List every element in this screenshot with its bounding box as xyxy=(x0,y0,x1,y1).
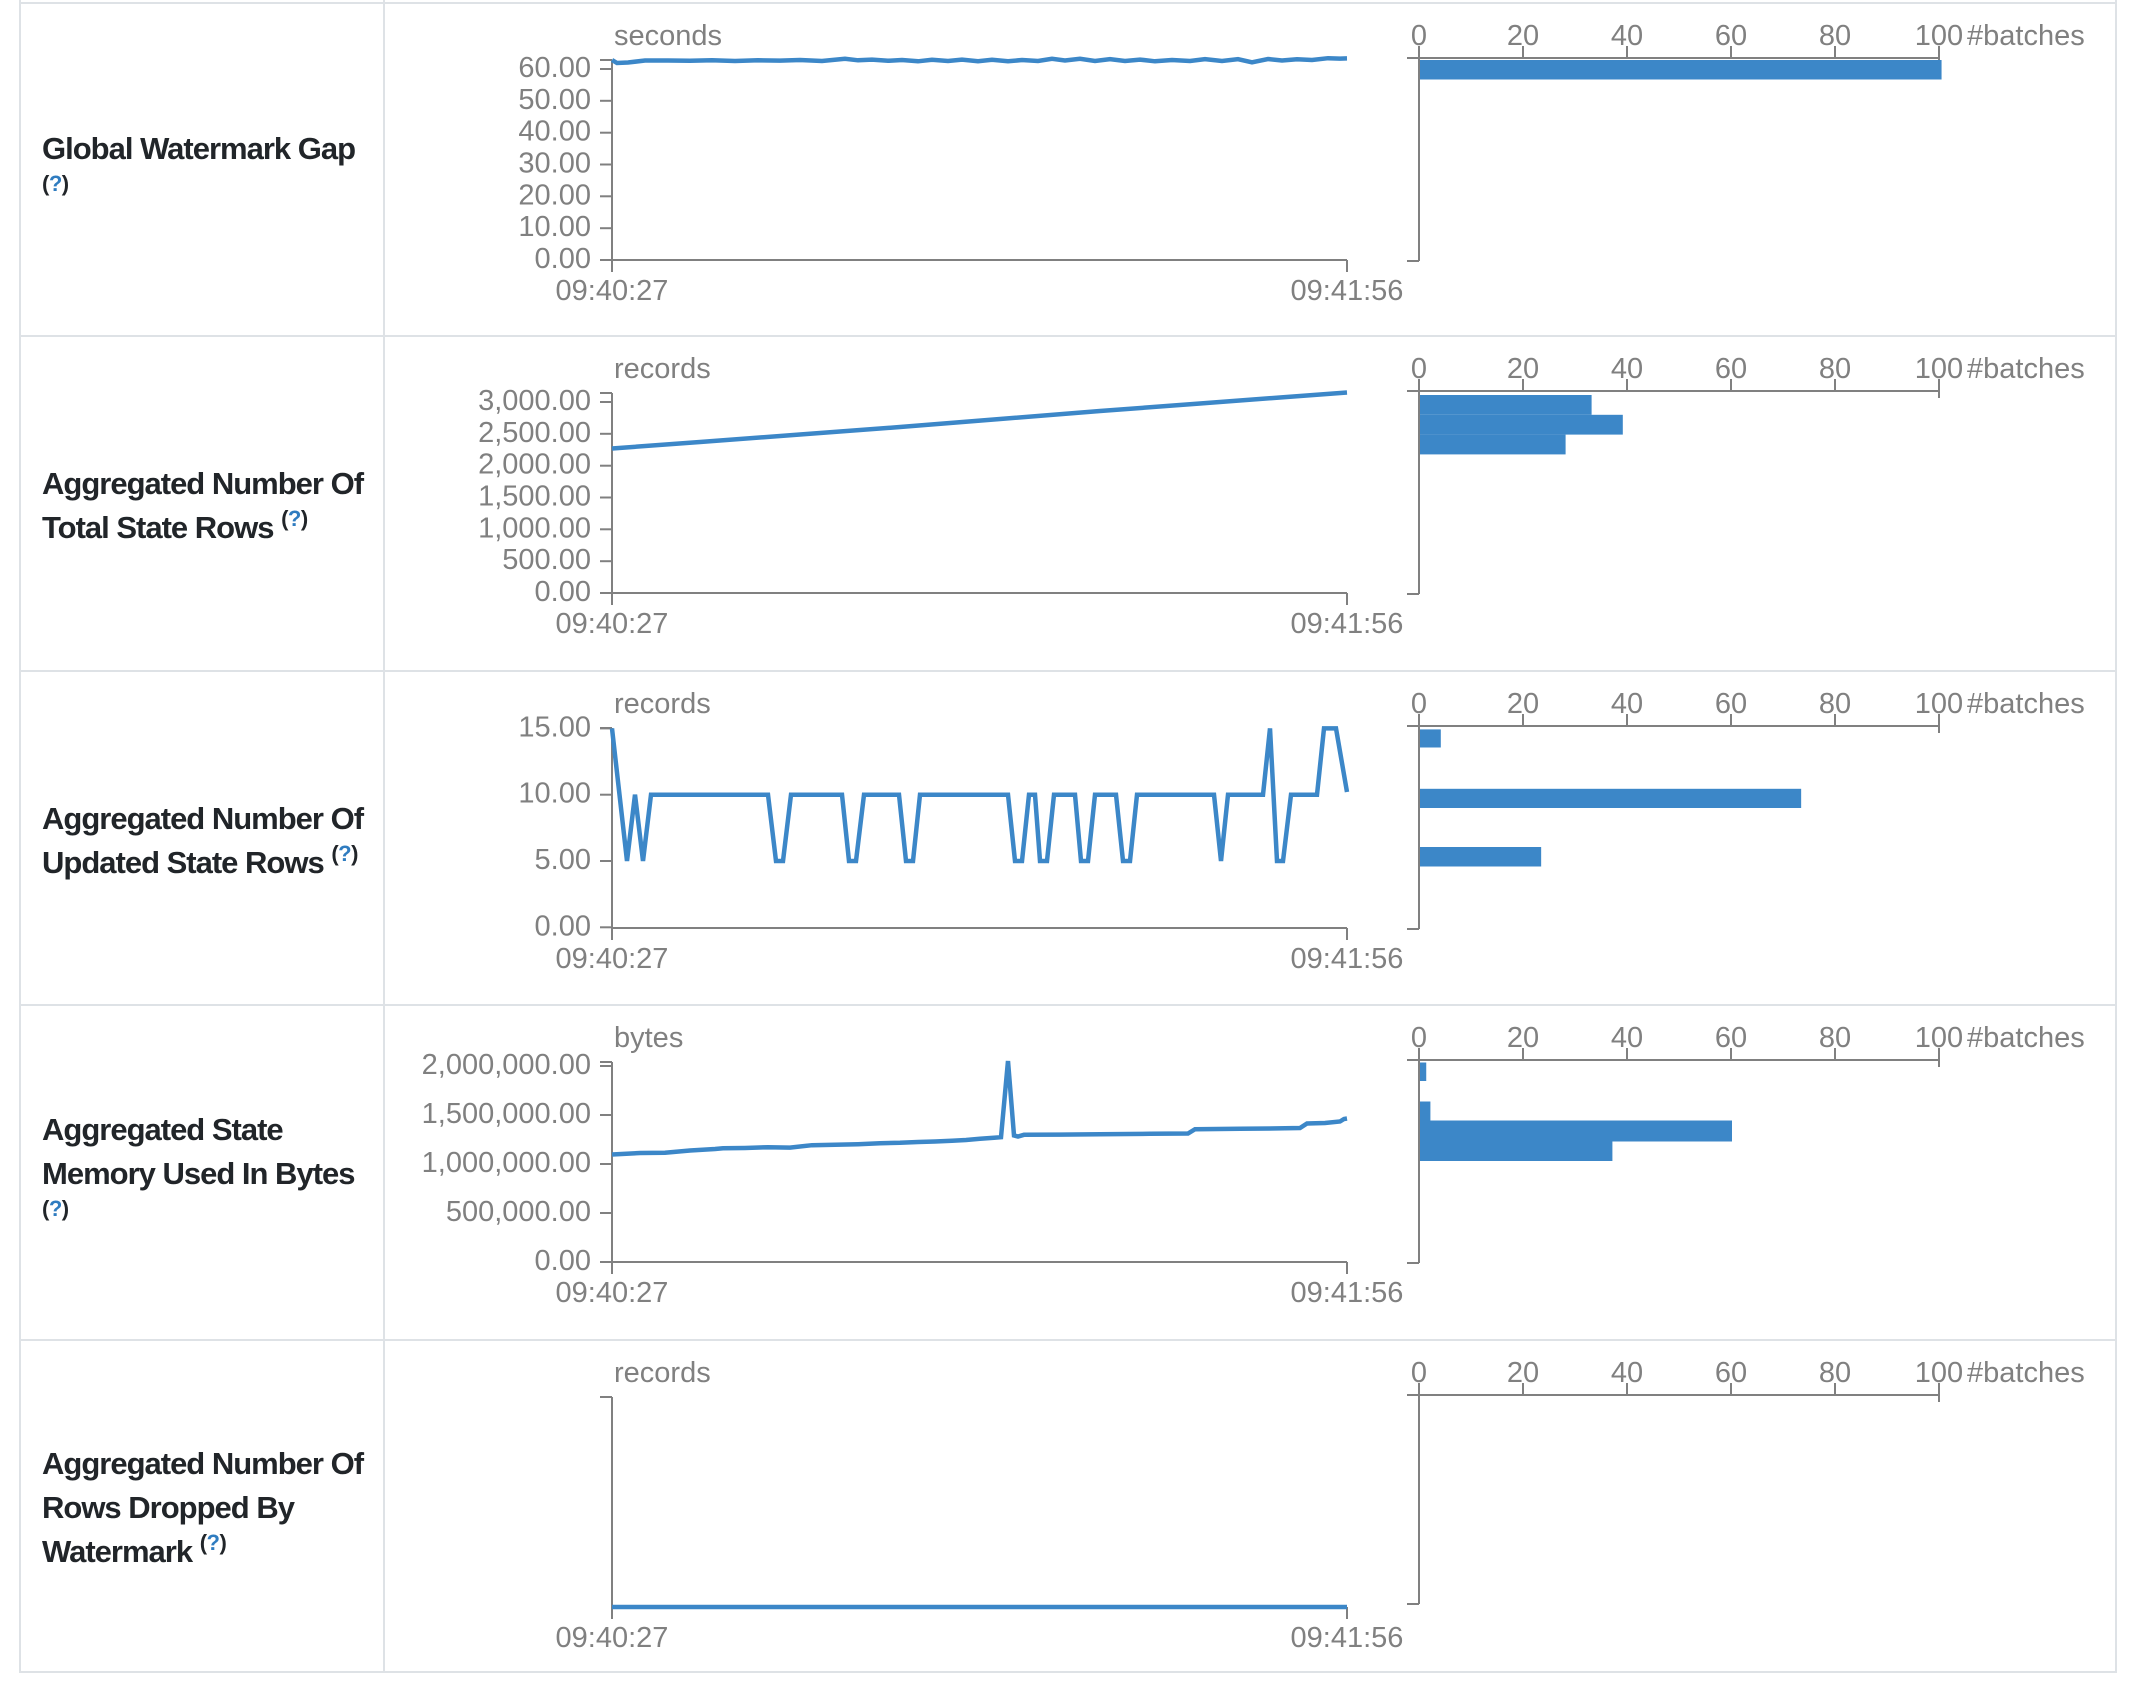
svg-text:#batches: #batches xyxy=(1967,1357,2085,1389)
svg-text:1,000,000.00: 1,000,000.00 xyxy=(422,1147,591,1179)
svg-text:09:40:27: 09:40:27 xyxy=(556,1277,669,1309)
svg-text:3,000.00: 3,000.00 xyxy=(478,385,591,417)
svg-text:80: 80 xyxy=(1819,353,1851,385)
svg-text:100: 100 xyxy=(1915,353,1963,385)
svg-text:0: 0 xyxy=(1411,353,1427,385)
svg-text:20: 20 xyxy=(1507,353,1539,385)
svg-text:60: 60 xyxy=(1715,1357,1747,1389)
svg-text:09:40:27: 09:40:27 xyxy=(556,943,669,975)
svg-text:09:41:56: 09:41:56 xyxy=(1291,1277,1404,1309)
svg-text:2,500.00: 2,500.00 xyxy=(478,417,591,449)
svg-text:40: 40 xyxy=(1611,688,1643,720)
svg-text:80: 80 xyxy=(1819,1357,1851,1389)
svg-text:40: 40 xyxy=(1611,353,1643,385)
svg-text:20: 20 xyxy=(1507,1022,1539,1054)
svg-text:40: 40 xyxy=(1611,20,1643,52)
svg-text:09:40:27: 09:40:27 xyxy=(556,1622,669,1654)
svg-text:0.00: 0.00 xyxy=(535,1245,591,1277)
svg-text:records: records xyxy=(614,688,711,720)
svg-text:records: records xyxy=(614,1357,711,1389)
svg-text:bytes: bytes xyxy=(614,1022,683,1054)
svg-text:500,000.00: 500,000.00 xyxy=(446,1196,591,1228)
svg-text:10.00: 10.00 xyxy=(518,778,591,810)
svg-text:20: 20 xyxy=(1507,20,1539,52)
svg-text:100: 100 xyxy=(1915,688,1963,720)
svg-text:50.00: 50.00 xyxy=(518,84,591,116)
svg-text:0.00: 0.00 xyxy=(535,243,591,275)
svg-text:60.00: 60.00 xyxy=(518,52,591,84)
svg-text:80: 80 xyxy=(1819,1022,1851,1054)
svg-text:2,000,000.00: 2,000,000.00 xyxy=(422,1049,591,1081)
svg-text:80: 80 xyxy=(1819,688,1851,720)
svg-text:seconds: seconds xyxy=(614,20,722,52)
svg-text:20: 20 xyxy=(1507,688,1539,720)
svg-text:60: 60 xyxy=(1715,1022,1747,1054)
svg-text:#batches: #batches xyxy=(1967,688,2085,720)
svg-text:09:41:56: 09:41:56 xyxy=(1291,608,1404,640)
svg-text:#batches: #batches xyxy=(1967,1022,2085,1054)
svg-text:10.00: 10.00 xyxy=(518,211,591,243)
svg-text:0: 0 xyxy=(1411,1357,1427,1389)
svg-text:20.00: 20.00 xyxy=(518,179,591,211)
svg-text:2,000.00: 2,000.00 xyxy=(478,449,591,481)
svg-text:1,500,000.00: 1,500,000.00 xyxy=(422,1098,591,1130)
svg-text:1,000.00: 1,000.00 xyxy=(478,512,591,544)
svg-text:records: records xyxy=(614,353,711,385)
svg-text:100: 100 xyxy=(1915,1022,1963,1054)
svg-text:5.00: 5.00 xyxy=(535,844,591,876)
svg-text:100: 100 xyxy=(1915,20,1963,52)
svg-text:#batches: #batches xyxy=(1967,20,2085,52)
svg-text:09:41:56: 09:41:56 xyxy=(1291,275,1404,307)
svg-text:40.00: 40.00 xyxy=(518,116,591,148)
svg-text:0.00: 0.00 xyxy=(535,910,591,942)
svg-text:80: 80 xyxy=(1819,20,1851,52)
svg-text:40: 40 xyxy=(1611,1022,1643,1054)
svg-text:40: 40 xyxy=(1611,1357,1643,1389)
svg-text:09:41:56: 09:41:56 xyxy=(1291,1622,1404,1654)
svg-text:60: 60 xyxy=(1715,20,1747,52)
svg-text:30.00: 30.00 xyxy=(518,148,591,180)
svg-text:0: 0 xyxy=(1411,20,1427,52)
svg-text:09:40:27: 09:40:27 xyxy=(556,275,669,307)
svg-text:0: 0 xyxy=(1411,688,1427,720)
svg-text:#batches: #batches xyxy=(1967,353,2085,385)
svg-text:60: 60 xyxy=(1715,688,1747,720)
svg-text:0.00: 0.00 xyxy=(535,576,591,608)
svg-text:60: 60 xyxy=(1715,353,1747,385)
svg-text:500.00: 500.00 xyxy=(502,544,591,576)
svg-text:09:41:56: 09:41:56 xyxy=(1291,943,1404,975)
svg-text:100: 100 xyxy=(1915,1357,1963,1389)
svg-text:20: 20 xyxy=(1507,1357,1539,1389)
svg-text:15.00: 15.00 xyxy=(518,711,591,743)
svg-text:09:40:27: 09:40:27 xyxy=(556,608,669,640)
svg-text:0: 0 xyxy=(1411,1022,1427,1054)
svg-text:1,500.00: 1,500.00 xyxy=(478,481,591,513)
